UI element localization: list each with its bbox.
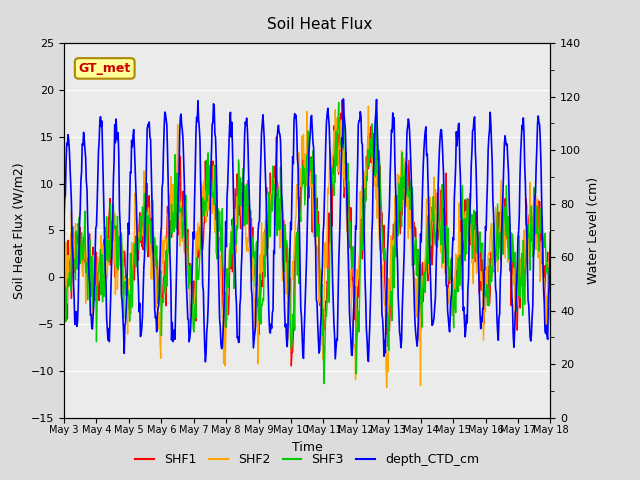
Text: Soil Heat Flux: Soil Heat Flux bbox=[268, 17, 372, 32]
X-axis label: Time: Time bbox=[292, 441, 323, 454]
Y-axis label: Water Level (cm): Water Level (cm) bbox=[587, 177, 600, 284]
Text: GT_met: GT_met bbox=[79, 62, 131, 75]
Y-axis label: Soil Heat Flux (W/m2): Soil Heat Flux (W/m2) bbox=[12, 162, 26, 299]
Legend: SHF1, SHF2, SHF3, depth_CTD_cm: SHF1, SHF2, SHF3, depth_CTD_cm bbox=[131, 448, 484, 471]
